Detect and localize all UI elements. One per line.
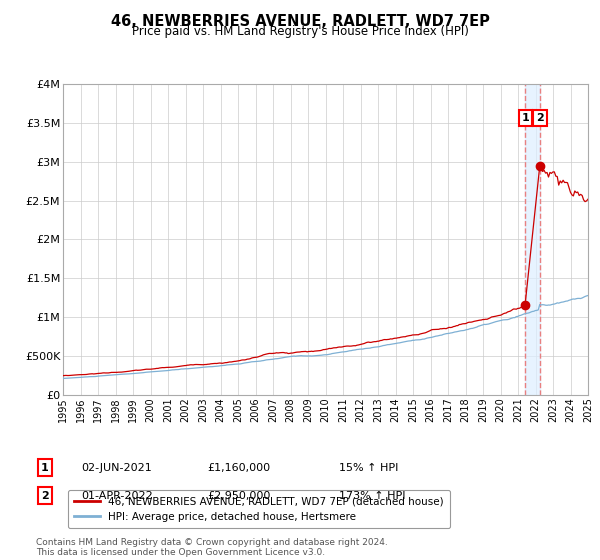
Text: £2,950,000: £2,950,000 (207, 491, 271, 501)
Text: 46, NEWBERRIES AVENUE, RADLETT, WD7 7EP: 46, NEWBERRIES AVENUE, RADLETT, WD7 7EP (110, 14, 490, 29)
Text: Contains HM Land Registry data © Crown copyright and database right 2024.
This d: Contains HM Land Registry data © Crown c… (36, 538, 388, 557)
Legend: 46, NEWBERRIES AVENUE, RADLETT, WD7 7EP (detached house), HPI: Average price, de: 46, NEWBERRIES AVENUE, RADLETT, WD7 7EP … (68, 490, 450, 528)
Text: £1,160,000: £1,160,000 (207, 463, 270, 473)
Text: 15% ↑ HPI: 15% ↑ HPI (339, 463, 398, 473)
Text: Price paid vs. HM Land Registry's House Price Index (HPI): Price paid vs. HM Land Registry's House … (131, 25, 469, 38)
Text: 1: 1 (521, 113, 529, 123)
Bar (526, 84, 540, 395)
Text: 1: 1 (41, 463, 49, 473)
Text: 02-JUN-2021: 02-JUN-2021 (81, 463, 152, 473)
Text: 2: 2 (41, 491, 49, 501)
Text: 01-APR-2022: 01-APR-2022 (81, 491, 153, 501)
Text: 2: 2 (536, 113, 544, 123)
Text: 173% ↑ HPI: 173% ↑ HPI (339, 491, 406, 501)
